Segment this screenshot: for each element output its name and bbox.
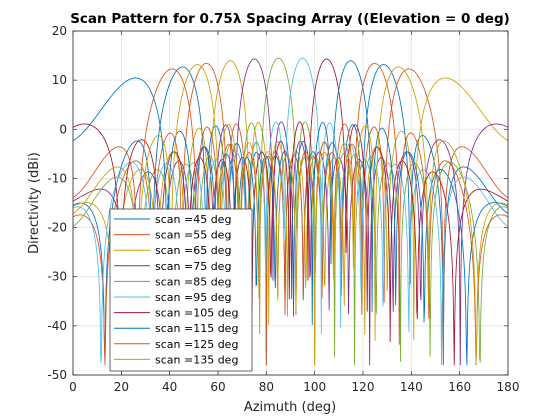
x-tick-label: 40 — [162, 380, 177, 394]
x-tick-label: 60 — [210, 380, 225, 394]
legend-label: scan =55 deg — [155, 229, 231, 242]
legend-label: scan =45 deg — [155, 213, 231, 226]
plot-frame — [72, 30, 509, 376]
series-line-95 — [73, 57, 508, 366]
y-tick-label: 20 — [52, 24, 67, 38]
legend-label: scan =135 deg — [155, 353, 238, 366]
ticks: 0 20 40 60 80 100 120 140 160 18020100-10-20-30-4… — [47, 24, 519, 394]
x-tick-label: 120 — [352, 380, 375, 394]
x-axis-label: Azimuth (deg) — [244, 400, 336, 415]
x-tick-label: 180 — [497, 380, 520, 394]
legend-label: scan =115 deg — [155, 322, 238, 335]
legend-label: scan =85 deg — [155, 275, 231, 288]
y-tick-label: -40 — [47, 319, 67, 333]
series-line-115 — [73, 60, 508, 366]
y-tick-label: -50 — [47, 368, 67, 382]
series-line-135 — [73, 64, 508, 366]
chart-title: Scan Pattern for 0.75λ Spacing Array ((E… — [70, 11, 510, 27]
y-tick-label: 10 — [52, 73, 67, 87]
y-tick-label: -20 — [47, 221, 67, 235]
x-tick-label: 20 — [114, 380, 129, 394]
legend-label: scan =105 deg — [155, 307, 238, 320]
y-tick-label: -30 — [47, 270, 67, 284]
legend-label: scan =95 deg — [155, 291, 231, 304]
y-tick-label: -10 — [47, 171, 67, 185]
x-tick-label: 0 — [69, 380, 77, 394]
x-tick-label: 80 — [259, 380, 274, 394]
y-tick-label: 0 — [59, 122, 67, 136]
legend-label: scan =65 deg — [155, 244, 231, 257]
x-tick-label: 160 — [448, 380, 471, 394]
legend-label: scan =125 deg — [155, 338, 238, 351]
legend-label: scan =75 deg — [155, 260, 231, 273]
x-tick-label: 100 — [303, 380, 326, 394]
y-axis-label: Directivity (dBi) — [27, 152, 42, 254]
curves — [73, 57, 508, 366]
legend: scan =45 deg scan =55 deg scan =65 deg scan… — [109, 208, 253, 372]
x-tick-label: 140 — [400, 380, 423, 394]
